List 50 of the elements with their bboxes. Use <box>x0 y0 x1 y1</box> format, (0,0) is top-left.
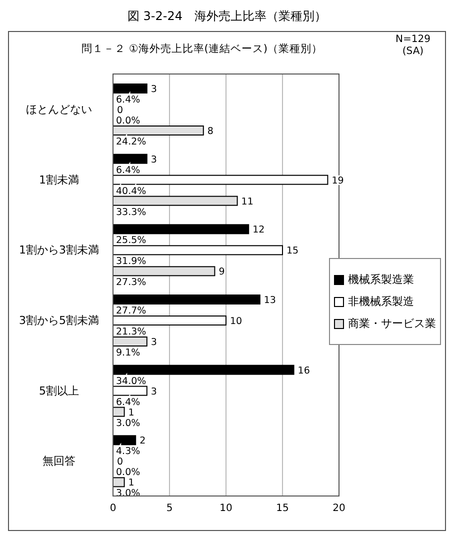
text: 12 25.5% <box>116 224 265 246</box>
bar <box>112 316 226 326</box>
data-label: 0 0.0% <box>116 105 140 126</box>
bar <box>112 84 148 94</box>
y-tick-label: 1割から3割未満 <box>19 244 99 257</box>
y-tick-label: 1割未満 <box>39 173 79 186</box>
bar <box>112 174 328 185</box>
text: 11 33.3% <box>116 196 254 218</box>
legend-label: 非機械系製造 <box>348 294 414 309</box>
bar <box>112 154 148 164</box>
bar <box>112 364 294 375</box>
text: 8 24.2% <box>116 126 214 148</box>
bar <box>112 196 238 206</box>
bar <box>112 477 125 488</box>
x-tick-label: 5 <box>166 503 173 514</box>
x-tick-label: 20 <box>332 503 346 514</box>
bar <box>112 245 283 256</box>
bar <box>112 126 204 136</box>
bar <box>112 294 260 304</box>
legend-label: 商業・サービス業 <box>348 316 436 331</box>
y-tick-label: 3割から5割未満 <box>19 314 99 328</box>
bar <box>112 266 216 276</box>
data-label: 3 6.4% <box>116 386 157 408</box>
chart-title: 図 3-2-24 海外売上比率（業種別） <box>126 8 328 25</box>
bar <box>112 224 250 234</box>
bar <box>112 435 136 446</box>
bar <box>112 386 148 396</box>
bar <box>112 406 125 417</box>
text: 15 31.9% <box>116 246 299 268</box>
text: 13 27.7% <box>116 295 276 316</box>
data-label: 3 6.4% <box>116 154 157 176</box>
chart-subtitle: 問１－２ ①海外売上比率(連結ベース)（業種別） <box>82 43 322 55</box>
text: 9 27.3% <box>116 266 225 288</box>
x-tick-label: 15 <box>276 503 289 514</box>
y-tick-label: 5割以上 <box>39 384 79 398</box>
text: N=129 <box>394 34 432 45</box>
data-label: 3 9.1% <box>116 337 157 358</box>
y-tick-label: ほとんどない <box>26 103 92 116</box>
legend-label: 機械系製造業 <box>348 272 414 287</box>
text: (SA) <box>401 46 425 57</box>
data-label: 3 6.4% <box>116 84 157 106</box>
text: 16 34.0% <box>116 365 310 387</box>
bar <box>112 336 148 346</box>
x-tick-label: 0 <box>110 503 116 514</box>
y-tick-label: 無回答 <box>42 454 76 468</box>
text: 10 21.3% <box>116 316 242 338</box>
x-tick-label: 10 <box>220 503 232 514</box>
data-label: 0 0.0% <box>116 456 140 478</box>
data-label: 2 4.3% <box>116 436 146 458</box>
data-label: 1 3.0% <box>116 407 140 429</box>
